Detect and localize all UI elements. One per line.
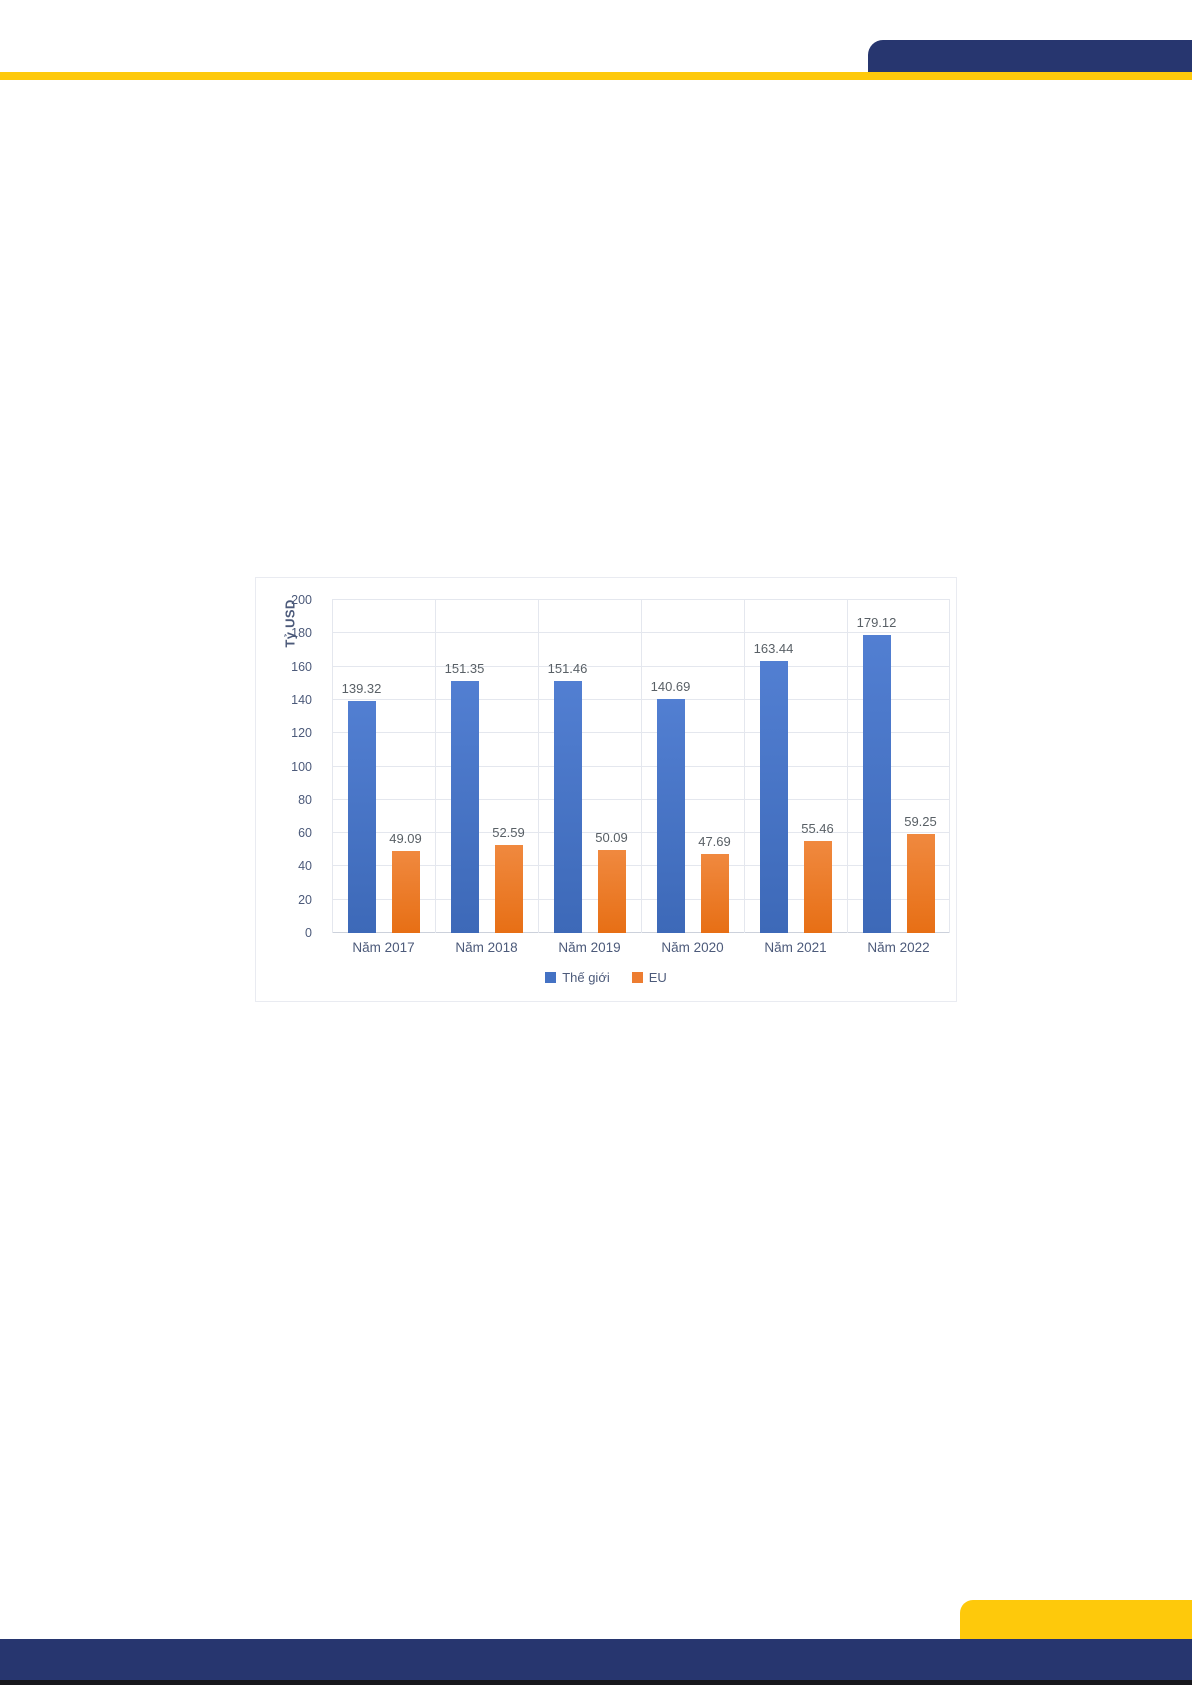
bar-the-gioi: 139.32 [342,681,381,933]
y-tick-label: 0 [305,926,312,940]
header-navy-tab [868,40,1192,73]
bar-eu: 55.46 [801,821,834,933]
bar-eu: 47.69 [698,834,731,933]
x-axis-label: Năm 2020 [661,940,724,955]
gridline-x [434,600,436,933]
y-tick-label: 140 [291,692,312,707]
bar-the-gioi: 140.69 [651,679,690,933]
data-label: 49.09 [389,831,422,847]
y-tick-label: 180 [291,626,312,641]
gridline-x [847,600,848,933]
page-bottom-edge [0,1680,1192,1685]
legend-label: Thế giới [562,970,610,985]
data-label: 163.44 [753,640,794,656]
y-tick-label: 40 [298,859,312,874]
data-label: 139.32 [341,681,382,697]
gridline-x [743,600,745,933]
footer-navy-bar [0,1639,1192,1680]
legend-item: EU [631,970,667,985]
x-axis-label: Năm 2022 [867,940,930,955]
y-tick-label: 200 [291,593,312,607]
data-label: 55.46 [801,820,834,836]
legend-swatch [545,972,557,983]
data-label: 151.46 [547,660,588,676]
data-label: 50.09 [595,829,628,845]
x-axis-label: Năm 2021 [764,940,827,955]
bar-eu: 59.25 [904,814,937,933]
gridline-y [332,599,950,600]
data-label: 59.25 [904,814,937,830]
legend-item: Thế giới [545,970,610,985]
y-tick-label: 120 [291,726,312,741]
data-label: 151.35 [444,661,485,677]
bar-eu: 52.59 [492,825,525,933]
bar-the-gioi: 151.35 [445,661,484,933]
gridline-x [332,600,333,933]
legend-label: EU [648,970,667,985]
x-axis-label: Năm 2018 [455,940,518,955]
footer-yellow-accent [960,1600,1192,1639]
y-tick-label: 80 [298,792,312,807]
y-tick-label: 20 [298,892,312,907]
bar-eu: 50.09 [595,830,628,933]
data-label: 47.69 [698,833,731,849]
y-tick-label: 100 [291,759,312,774]
gridline-x [949,600,950,933]
bar-group: 179.12 59.25 [847,600,950,933]
bar-group: 140.69 47.69 [641,600,744,933]
legend-swatch [631,972,643,983]
header-yellow-rule [0,72,1192,80]
data-label: 52.59 [492,825,525,841]
gridline-x [641,600,642,933]
bar-eu: 49.09 [389,831,422,933]
bar-the-gioi: 151.46 [548,661,587,933]
plot-area: 139.32 49.09 151.35 52.59 151.46 50.09 140.69 4… [332,599,950,933]
y-tick-label: 160 [291,659,312,674]
y-tick-label: 60 [298,826,312,841]
bar-group: 151.35 52.59 [435,600,538,933]
bar-the-gioi: 179.12 [857,615,896,933]
chart-card: Tỷ USD 139.32 49.09 151.35 52.59 151.46 50.09… [255,577,957,1002]
data-label: 140.69 [650,678,691,694]
bar-group: 163.44 55.46 [744,600,847,933]
gridline-x [537,600,539,933]
bar-the-gioi: 163.44 [754,641,793,933]
chart-legend: Thế giới EU [256,970,956,985]
bar-group: 151.46 50.09 [538,600,641,933]
x-axis-labels: Năm 2017 Năm 2018 Năm 2019 Năm 2020 Năm 2021… [332,940,950,955]
x-axis-label: Năm 2017 [352,940,415,955]
data-label: 179.12 [856,614,897,630]
bar-group: 139.32 49.09 [332,600,435,933]
y-axis-ticks: 0 20 40 60 80 100 120 140 160 180 200 [256,593,322,940]
x-axis-label: Năm 2019 [558,940,621,955]
